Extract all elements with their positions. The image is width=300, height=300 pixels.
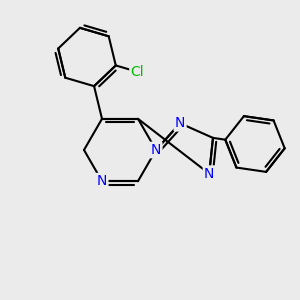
Text: N: N <box>97 174 107 188</box>
Text: Cl: Cl <box>130 65 144 79</box>
Text: N: N <box>204 167 214 181</box>
Text: N: N <box>151 143 161 157</box>
Text: N: N <box>175 116 185 130</box>
